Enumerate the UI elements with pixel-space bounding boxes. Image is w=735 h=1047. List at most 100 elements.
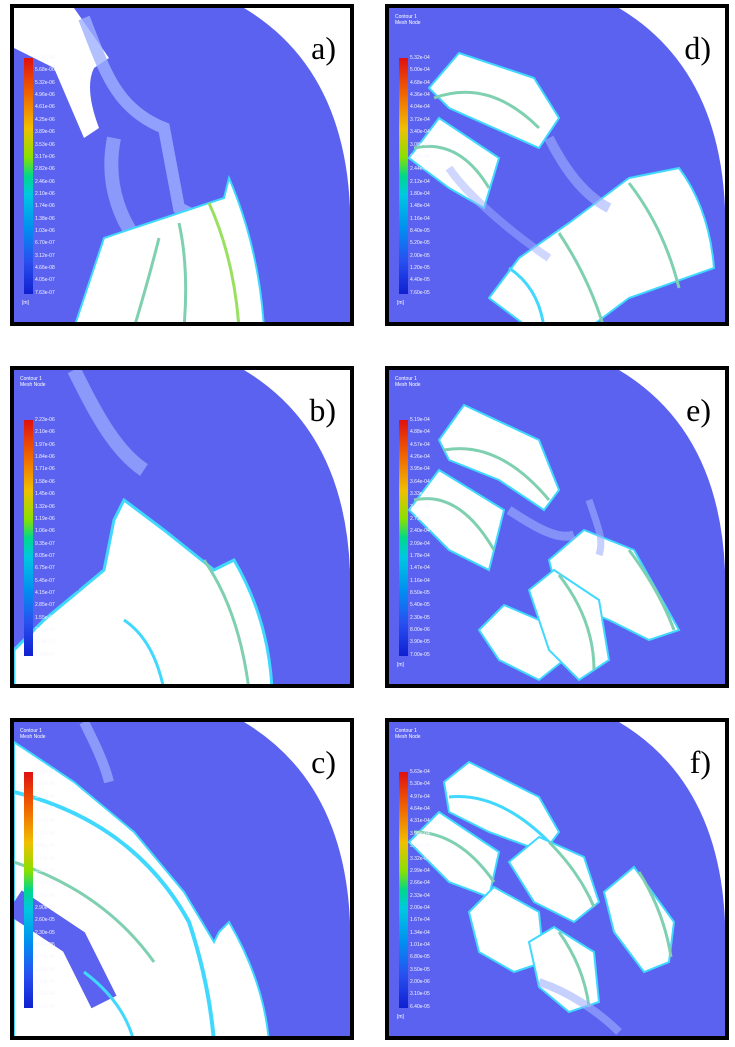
legend-tick: 2.00e-05 <box>35 942 55 949</box>
legend-ticks: 6.20e-05 5.90e-05 5.60e-05 5.30e-05 5.00… <box>35 770 69 1010</box>
legend-tick: 1.58e-06 <box>35 478 55 485</box>
legend-unit: [m] <box>397 300 404 306</box>
legend-tick: 1.34e-04 <box>410 929 430 936</box>
legend-tick: 5.00e-06 <box>35 1003 55 1010</box>
legend-tick: 6.20e-05 <box>35 769 55 775</box>
legend-tick: 6.40e-05 <box>410 1003 430 1010</box>
legend-tick: 3.50e-05 <box>410 966 430 973</box>
color-bar <box>399 58 408 294</box>
legend-header-1: Contour 1 <box>20 14 42 20</box>
legend-tick: 4.96e-06 <box>35 92 55 99</box>
legend-tick: 8.50e-05 <box>410 590 430 597</box>
panel-f: Contour 1 Mesh Node 5.63e-04 5.30e-04 4.… <box>385 718 729 1040</box>
legend-tick: 5.00e-04 <box>410 67 430 74</box>
legend-tick: 1.06e-06 <box>35 528 55 535</box>
legend-unit: [m] <box>22 662 29 668</box>
legend-ticks: 5.63e-04 5.30e-04 4.97e-04 4.64e-04 4.31… <box>410 770 444 1010</box>
legend-tick: 5.90e-05 <box>35 781 55 788</box>
legend-tick: 1.70e-05 <box>35 954 55 961</box>
legend-tick: 2.30e-05 <box>35 929 55 936</box>
legend-tick: 4.57e-04 <box>410 441 430 448</box>
legend-tick: 3.20e-05 <box>35 892 55 899</box>
legend-tick: 6.70e-07 <box>35 240 55 247</box>
legend-tick: 3.98e-04 <box>410 830 430 837</box>
legend-header-1: Contour 1 <box>20 728 42 734</box>
legend-tick: 2.99e-04 <box>410 867 430 874</box>
legend-tick: 5.32e-06 <box>35 79 55 86</box>
color-bar <box>24 772 33 1008</box>
legend-header-2: Mesh Node <box>20 20 46 26</box>
legend-tick: 2.10e-06 <box>35 429 55 436</box>
legend-tick: 3.80e-05 <box>35 867 55 874</box>
legend-tick: 3.33e-04 <box>410 491 430 498</box>
legend-tick: 2.60e-05 <box>35 917 55 924</box>
legend-unit: [m] <box>22 1014 29 1020</box>
legend-tick: 5.68e-06 <box>35 67 55 74</box>
legend-tick: 2.71e-04 <box>410 515 430 522</box>
legend-unit: [m] <box>397 1014 404 1020</box>
legend-unit: [m] <box>397 662 404 668</box>
legend-tick: 3.40e-04 <box>410 129 430 136</box>
legend-tick: 1.97e-06 <box>35 441 55 448</box>
contour-plot-f <box>389 722 725 1035</box>
legend-tick: 3.72e-04 <box>410 116 430 123</box>
legend-tick: 1.03e-06 <box>35 228 55 235</box>
legend-tick: 1.04e-07 <box>35 639 55 646</box>
legend-tick: 6.75e-07 <box>35 565 55 572</box>
color-legend: Contour 1 Mesh Node 5.63e-04 5.30e-04 4.… <box>395 728 443 1020</box>
legend-tick: 1.67e-04 <box>410 917 430 924</box>
legend-tick: 1.47e-04 <box>410 565 430 572</box>
color-bar <box>399 772 408 1008</box>
panel-label: d) <box>684 30 711 66</box>
legend-tick: 4.25e-06 <box>35 116 55 123</box>
legend-tick: 5.00e-05 <box>35 818 55 825</box>
legend-tick: 1.45e-06 <box>35 491 55 498</box>
legend-tick: 2.85e-07 <box>35 602 55 609</box>
legend-tick: 1.16e-04 <box>410 215 430 222</box>
legend-tick: 1.38e-06 <box>35 215 55 222</box>
legend-tick: 6.04e-06 <box>35 55 55 61</box>
legend-tick: 2.44e-04 <box>410 166 430 173</box>
legend-tick: 2.12e-04 <box>410 178 430 185</box>
legend-tick: 4.88e-04 <box>410 429 430 436</box>
legend-tick: 2.10e-06 <box>35 190 55 197</box>
legend-tick: 1.10e-05 <box>35 979 55 986</box>
color-legend: Contour 1 Mesh Node 6.20e-05 5.90e-05 5.… <box>20 728 68 1020</box>
panel-label: a) <box>311 30 336 66</box>
legend-header-2: Mesh Node <box>20 382 46 388</box>
contour-plot-a <box>14 8 350 322</box>
legend-tick: 3.10e-05 <box>410 991 430 998</box>
legend-tick: 4.40e-05 <box>35 843 55 850</box>
legend-tick: 6.80e-05 <box>410 954 430 961</box>
contour-plot-d <box>389 8 725 322</box>
legend-tick: 3.89e-06 <box>35 129 55 136</box>
legend-tick: 1.19e-06 <box>35 515 55 522</box>
legend-header-1: Contour 1 <box>395 728 417 734</box>
legend-tick: 1.48e-04 <box>410 203 430 210</box>
legend-tick: 1.80e-04 <box>410 190 430 197</box>
legend-tick: 3.32e-04 <box>410 855 430 862</box>
legend-tick: 4.04e-04 <box>410 104 430 111</box>
legend-header-1: Contour 1 <box>395 376 417 382</box>
legend-tick: 3.95e-04 <box>410 466 430 473</box>
legend-tick: 4.64e-04 <box>410 806 430 813</box>
panel-e: Contour 1 Mesh Node 5.19e-04 4.88e-04 4.… <box>385 366 729 688</box>
legend-tick: 4.68e-04 <box>410 79 430 86</box>
legend-tick: 5.60e-05 <box>35 793 55 800</box>
legend-tick: 1.71e-06 <box>35 466 55 473</box>
legend-tick: 4.40e-05 <box>410 277 430 284</box>
legend-tick: 2.09e-04 <box>410 540 430 547</box>
color-bar <box>24 420 33 656</box>
legend-tick: 8.40e-05 <box>410 228 430 235</box>
legend-tick: 7.60e-05 <box>410 289 430 296</box>
legend-tick: 1.55e-07 <box>35 614 55 621</box>
legend-tick: 2.90e-05 <box>35 904 55 911</box>
legend-tick: 3.65e-04 <box>410 843 430 850</box>
legend-tick: 4.26e-04 <box>410 454 430 461</box>
legend-ticks: 6.04e-06 5.68e-06 5.32e-06 4.96e-06 4.61… <box>35 56 69 296</box>
contour-plot-e <box>389 370 725 682</box>
legend-tick: 5.30e-04 <box>410 781 430 788</box>
legend-tick: 4.05e-07 <box>35 277 55 284</box>
legend-tick: 4.70e-05 <box>35 830 55 837</box>
legend-tick: 5.19e-04 <box>410 417 430 423</box>
